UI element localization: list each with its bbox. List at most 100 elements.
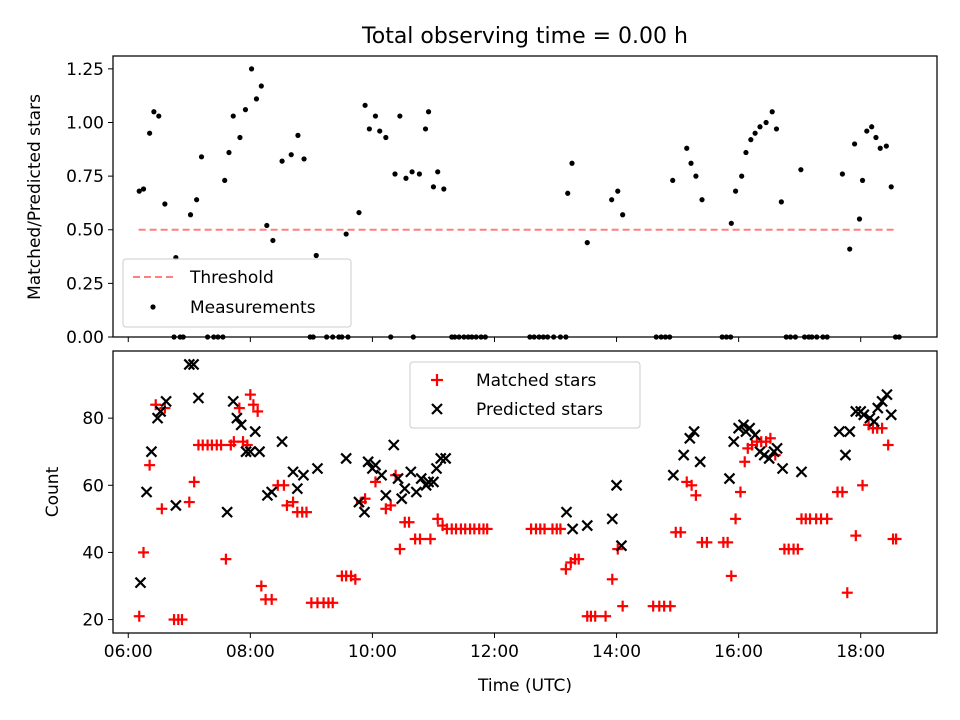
measurement-point [739, 173, 745, 179]
matched-star-point [675, 526, 687, 538]
y-tick-label: 20 [82, 611, 104, 631]
matched-star-point [890, 533, 902, 545]
matched-star-point [589, 610, 601, 622]
measurement-point [773, 126, 780, 132]
measurement-point [757, 124, 763, 130]
predicted-star-point [723, 472, 736, 485]
predicted-star-point [392, 472, 404, 485]
count-legend: Matched stars Predicted stars [409, 361, 641, 429]
measurement-point [859, 177, 866, 184]
predicted-star-point [353, 496, 365, 508]
predicted-star-stroke-b [615, 539, 628, 552]
predicted-star-stroke-b [375, 469, 388, 481]
legend-measurements-label: Measurements [190, 298, 316, 318]
matched-star-points [133, 389, 902, 626]
predicted-star-stroke-b [857, 409, 870, 421]
predicted-star-stroke-b [727, 435, 740, 448]
predicted-star-stroke-b [737, 419, 750, 431]
predicted-star-stroke-b [231, 412, 243, 424]
measurement-point [615, 188, 621, 194]
predicted-star-point [154, 405, 167, 418]
predicted-star-stroke-b [192, 392, 205, 404]
matched-star-point [876, 422, 888, 434]
measurement-point [441, 186, 447, 192]
predicted-star-stroke-b [881, 388, 893, 401]
predicted-star-stroke-b [763, 452, 775, 465]
measurement-point [194, 197, 200, 203]
measurement-point [187, 212, 194, 218]
predicted-star-stroke-b [287, 466, 299, 478]
legend-threshold-label: Threshold [189, 268, 274, 288]
predicted-star-point [667, 469, 680, 481]
predicted-star-point [227, 395, 240, 408]
predicted-star-point [776, 462, 789, 475]
predicted-star-stroke-b [240, 445, 252, 458]
predicted-star-stroke-b [387, 439, 400, 451]
predicted-star-stroke-b [833, 425, 846, 438]
x-tick-label: 18:00 [836, 642, 885, 662]
predicted-star-stroke-b [560, 506, 573, 518]
predicted-star-point [291, 482, 304, 495]
measurement-point [699, 197, 705, 203]
measurement-point [156, 113, 162, 119]
matched-star-point [138, 546, 150, 558]
measurement-point [609, 197, 615, 203]
predicted-star-point [160, 395, 172, 408]
predicted-star-stroke-b [160, 395, 172, 408]
y-tick-label: 40 [82, 543, 104, 563]
predicted-star-point [763, 452, 775, 465]
measurement-point [425, 109, 432, 115]
predicted-star-stroke-b [610, 479, 623, 492]
predicted-star-stroke-b [187, 358, 200, 371]
measurement-point [748, 137, 754, 143]
measurement-point [147, 130, 153, 136]
count-panel-frame [112, 350, 938, 634]
matched-star-point [266, 593, 278, 605]
measurement-point [620, 212, 626, 218]
matched-star-point [573, 553, 585, 565]
predicted-star-stroke-b [145, 445, 158, 458]
count-axis-ticks: 06:00 08:00 10:00 12:00 14:00 16:00 18:00 20 40 6… [82, 409, 885, 662]
predicted-star-stroke-b [885, 409, 898, 421]
predicted-star-point [843, 425, 856, 438]
predicted-star-stroke-b [776, 462, 789, 475]
predicted-star-point [727, 435, 740, 448]
predicted-star-point [235, 419, 247, 431]
measurement-point [136, 188, 142, 194]
y-tick-label: 0.00 [66, 328, 104, 348]
measurement-point [778, 199, 784, 205]
measurement-point [732, 188, 739, 194]
predicted-star-stroke-b [566, 523, 579, 535]
predicted-star-point [677, 449, 690, 461]
y-tick-label: 1.25 [66, 60, 104, 80]
measurement-point [242, 107, 249, 113]
matched-star-point [287, 496, 299, 508]
y-tick-label: 60 [82, 476, 104, 496]
matched-star-point [734, 486, 746, 498]
measurement-point [301, 156, 307, 162]
measurement-point [430, 184, 437, 190]
x-tick-label: 12:00 [470, 642, 519, 662]
measurement-point [409, 169, 415, 175]
x-tick-label: 16:00 [714, 642, 763, 662]
predicted-star-point [297, 469, 310, 481]
legend-matched-swatch [431, 374, 443, 386]
measurement-point [372, 113, 379, 119]
ratio-panel: 0.00 0.25 0.50 0.75 1.00 1.25 Matched/Predict… [25, 55, 938, 348]
matched-star-point [144, 459, 156, 471]
matched-star-point [394, 543, 406, 555]
predicted-star-stroke-b [297, 469, 310, 481]
predicted-star-stroke-b [876, 395, 888, 408]
predicted-star-point [276, 435, 288, 448]
predicted-star-point [415, 472, 428, 485]
matched-star-point [739, 456, 751, 468]
predicted-star-stroke-b [244, 445, 257, 458]
measurement-point [343, 231, 349, 237]
matched-star-point [664, 600, 676, 612]
measurement-point [847, 246, 853, 252]
predicted-star-point [881, 388, 893, 401]
predicted-star-stroke-b [868, 415, 880, 428]
measurement-point [237, 134, 243, 141]
